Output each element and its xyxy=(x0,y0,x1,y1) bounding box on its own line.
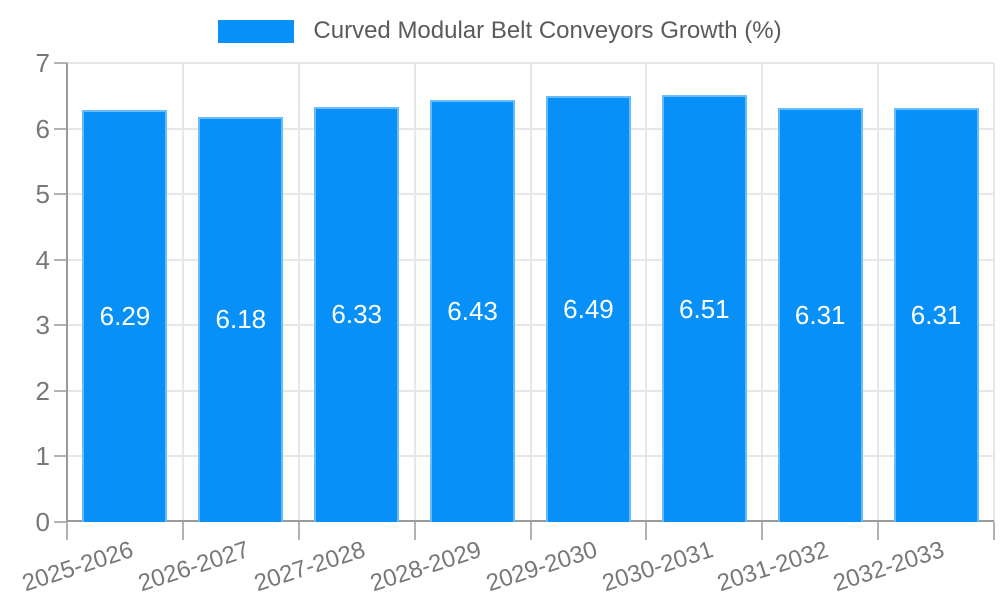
x-gridline xyxy=(993,63,995,522)
bar-2029-2030 xyxy=(545,96,631,522)
chart-legend: Curved Modular Belt Conveyors Growth (%) xyxy=(0,19,1000,43)
x-gridline xyxy=(529,63,532,522)
y-axis-tick xyxy=(54,193,67,196)
bar-value-label: 6.31 xyxy=(794,300,846,331)
bar-2026-2027 xyxy=(198,116,284,522)
x-axis-tick xyxy=(761,522,764,540)
y-axis-label: 7 xyxy=(35,48,50,78)
y-axis-tick xyxy=(54,127,67,130)
bar-2025-2026 xyxy=(82,109,168,522)
x-gridline xyxy=(761,63,764,522)
x-gridline xyxy=(297,63,300,522)
x-axis-label: 2028-2029 xyxy=(366,536,485,598)
x-gridline xyxy=(181,63,184,522)
y-axis-line xyxy=(66,63,68,522)
y-axis-label: 3 xyxy=(35,310,50,341)
bar-value-label: 6.43 xyxy=(447,296,498,327)
y-axis-label: 1 xyxy=(35,441,50,472)
x-axis-tick xyxy=(181,522,184,540)
y-axis-tick xyxy=(54,62,67,64)
bar-2030-2031 xyxy=(661,95,747,522)
x-gridline xyxy=(877,63,880,522)
y-axis-label: 2 xyxy=(35,375,50,406)
bar-2031-2032 xyxy=(777,108,863,522)
y-axis-tick xyxy=(54,324,67,327)
bar-value-label: 6.33 xyxy=(331,299,382,330)
bar-value-label: 6.18 xyxy=(215,304,267,335)
bar-value-label: 6.51 xyxy=(679,293,730,324)
y-axis-label: 6 xyxy=(35,113,50,144)
y-axis-label: 5 xyxy=(35,179,50,210)
x-axis-label: 2029-2030 xyxy=(482,536,601,598)
bar-2032-2033 xyxy=(893,108,979,522)
y-axis-tick xyxy=(54,455,67,458)
bar-value-label: 6.29 xyxy=(99,300,151,331)
y-axis-tick xyxy=(54,258,67,261)
x-axis-tick xyxy=(413,522,416,540)
x-axis-line xyxy=(67,520,994,522)
x-axis-label: 2025-2026 xyxy=(19,536,137,598)
x-axis-label: 2027-2028 xyxy=(250,536,369,598)
legend-swatch xyxy=(218,19,295,43)
legend-series-label: Curved Modular Belt Conveyors Growth (%) xyxy=(313,17,782,44)
x-axis-tick xyxy=(877,522,880,540)
y-axis-tick xyxy=(54,389,67,392)
x-axis-label: 2026-2027 xyxy=(135,536,253,598)
bar-2027-2028 xyxy=(314,106,400,522)
bar-value-label: 6.49 xyxy=(563,294,614,325)
x-gridline xyxy=(413,63,416,522)
bar-value-label: 6.31 xyxy=(910,300,962,331)
y-axis-label: 0 xyxy=(35,507,50,537)
x-axis-label: 2032-2033 xyxy=(830,536,948,598)
x-axis-label: 2030-2031 xyxy=(598,536,717,598)
x-gridline xyxy=(645,63,648,522)
x-axis-tick xyxy=(297,522,300,540)
x-axis-tick xyxy=(645,522,648,540)
y-axis-tick xyxy=(54,521,67,523)
x-axis-label: 2031-2032 xyxy=(714,536,832,598)
x-axis-tick xyxy=(993,522,995,540)
x-axis-tick xyxy=(529,522,532,540)
x-axis-tick xyxy=(66,522,68,540)
bar-2028-2029 xyxy=(430,100,516,522)
y-axis-label: 4 xyxy=(35,244,50,275)
